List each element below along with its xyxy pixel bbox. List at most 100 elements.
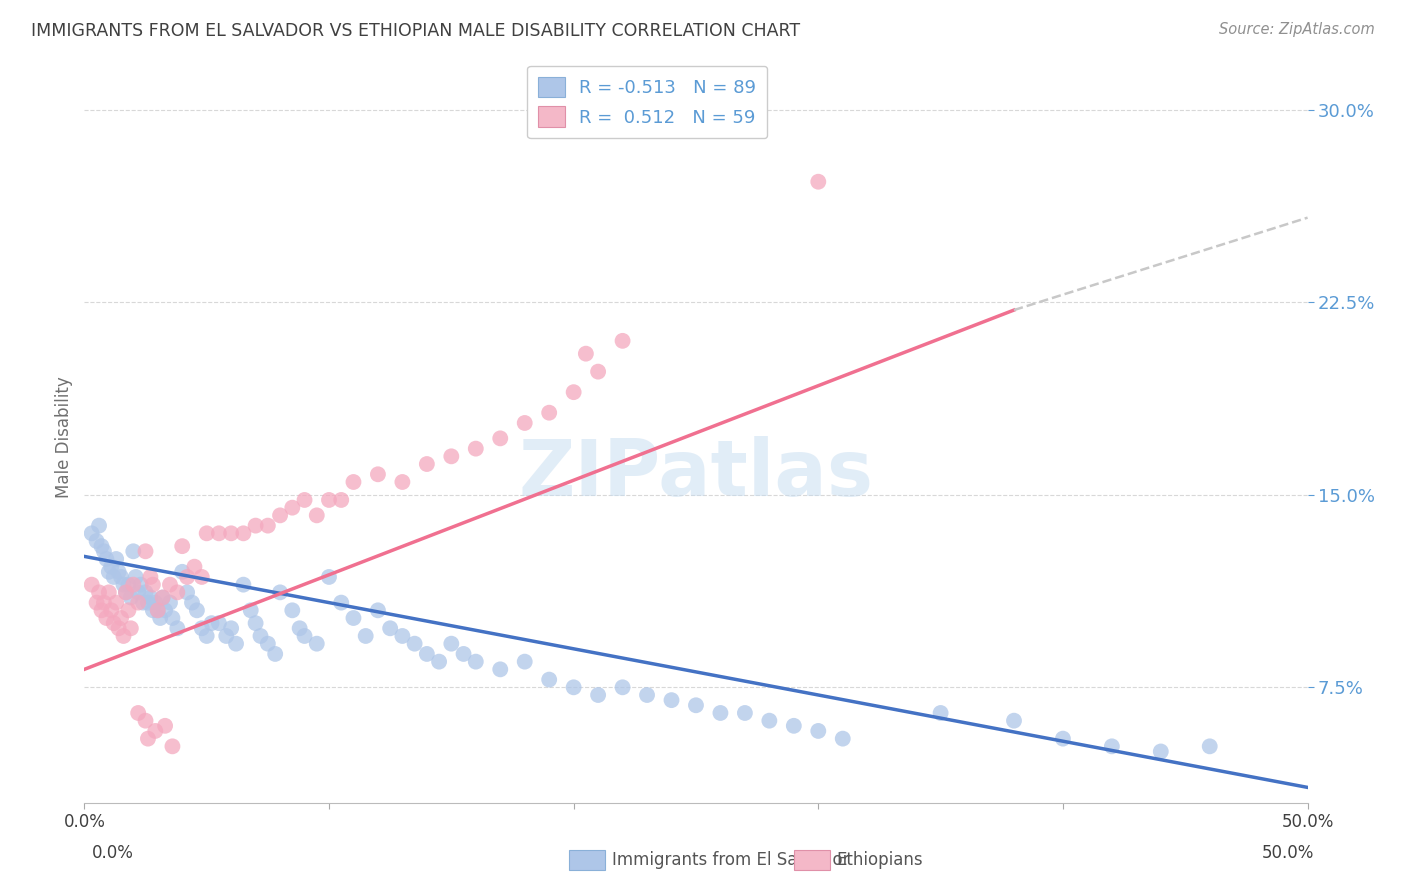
Point — [562, 385, 585, 400]
Point — [125, 570, 148, 584]
Point — [586, 365, 609, 379]
Point — [127, 585, 149, 599]
Point — [281, 500, 304, 515]
Point — [159, 596, 181, 610]
Point — [929, 706, 952, 720]
Point — [122, 544, 145, 558]
Point — [513, 655, 536, 669]
Point — [219, 526, 242, 541]
Point — [97, 585, 120, 599]
Point — [135, 714, 157, 728]
Point — [93, 596, 115, 610]
Point — [489, 662, 512, 676]
Point — [93, 544, 115, 558]
Point — [97, 565, 120, 579]
Point — [734, 706, 756, 720]
Point — [103, 570, 125, 584]
Point — [1002, 714, 1025, 728]
Point — [136, 731, 159, 746]
Point — [1052, 731, 1074, 746]
Point — [264, 647, 287, 661]
Point — [132, 596, 155, 610]
Point — [239, 603, 262, 617]
Point — [305, 508, 328, 523]
Point — [294, 492, 316, 507]
Point — [269, 585, 291, 599]
Text: Ethiopians: Ethiopians — [837, 851, 924, 869]
Point — [103, 616, 125, 631]
Point — [153, 719, 176, 733]
Point — [181, 596, 204, 610]
Point — [120, 591, 142, 605]
Point — [112, 629, 135, 643]
Point — [807, 723, 830, 738]
Point — [1150, 744, 1173, 758]
Point — [200, 616, 222, 631]
Point — [215, 629, 238, 643]
Point — [110, 570, 132, 584]
Point — [404, 637, 426, 651]
Point — [416, 457, 439, 471]
Point — [127, 706, 149, 720]
Point — [80, 526, 103, 541]
Point — [142, 577, 165, 591]
Point — [232, 577, 254, 591]
Point — [464, 655, 486, 669]
Point — [305, 637, 328, 651]
Point — [586, 688, 609, 702]
Point — [416, 647, 439, 661]
Point — [783, 719, 806, 733]
Point — [245, 518, 267, 533]
Point — [318, 492, 340, 507]
Point — [191, 621, 214, 635]
Point — [139, 570, 162, 584]
Point — [453, 647, 475, 661]
Point — [90, 603, 112, 617]
Text: IMMIGRANTS FROM EL SALVADOR VS ETHIOPIAN MALE DISABILITY CORRELATION CHART: IMMIGRANTS FROM EL SALVADOR VS ETHIOPIAN… — [31, 22, 800, 40]
Point — [139, 591, 162, 605]
Point — [105, 552, 128, 566]
Point — [172, 565, 194, 579]
Point — [391, 475, 413, 489]
Point — [281, 603, 304, 617]
Point — [87, 518, 110, 533]
Point — [685, 698, 707, 713]
Point — [380, 621, 402, 635]
Point — [219, 621, 242, 635]
Point — [176, 570, 198, 584]
Point — [575, 346, 598, 360]
Point — [143, 596, 166, 610]
Point — [100, 559, 122, 574]
Point — [367, 467, 389, 482]
Text: ZIPatlas: ZIPatlas — [519, 435, 873, 512]
Point — [294, 629, 316, 643]
Point — [107, 565, 129, 579]
Point — [195, 629, 218, 643]
Point — [440, 450, 463, 464]
Point — [758, 714, 780, 728]
Point — [142, 603, 165, 617]
Point — [489, 431, 512, 445]
Point — [636, 688, 658, 702]
Point — [96, 552, 118, 566]
Point — [538, 673, 561, 687]
Point — [269, 508, 291, 523]
Point — [232, 526, 254, 541]
Point — [427, 655, 450, 669]
Point — [87, 585, 110, 599]
Point — [342, 611, 364, 625]
Point — [186, 603, 208, 617]
Point — [86, 534, 108, 549]
Point — [191, 570, 214, 584]
Point — [129, 577, 152, 591]
Point — [96, 611, 118, 625]
Point — [127, 596, 149, 610]
Point — [162, 611, 184, 625]
Point — [112, 577, 135, 591]
Point — [245, 616, 267, 631]
Point — [612, 334, 634, 348]
Point — [464, 442, 486, 456]
Point — [661, 693, 683, 707]
Point — [115, 585, 138, 599]
Point — [117, 577, 139, 591]
